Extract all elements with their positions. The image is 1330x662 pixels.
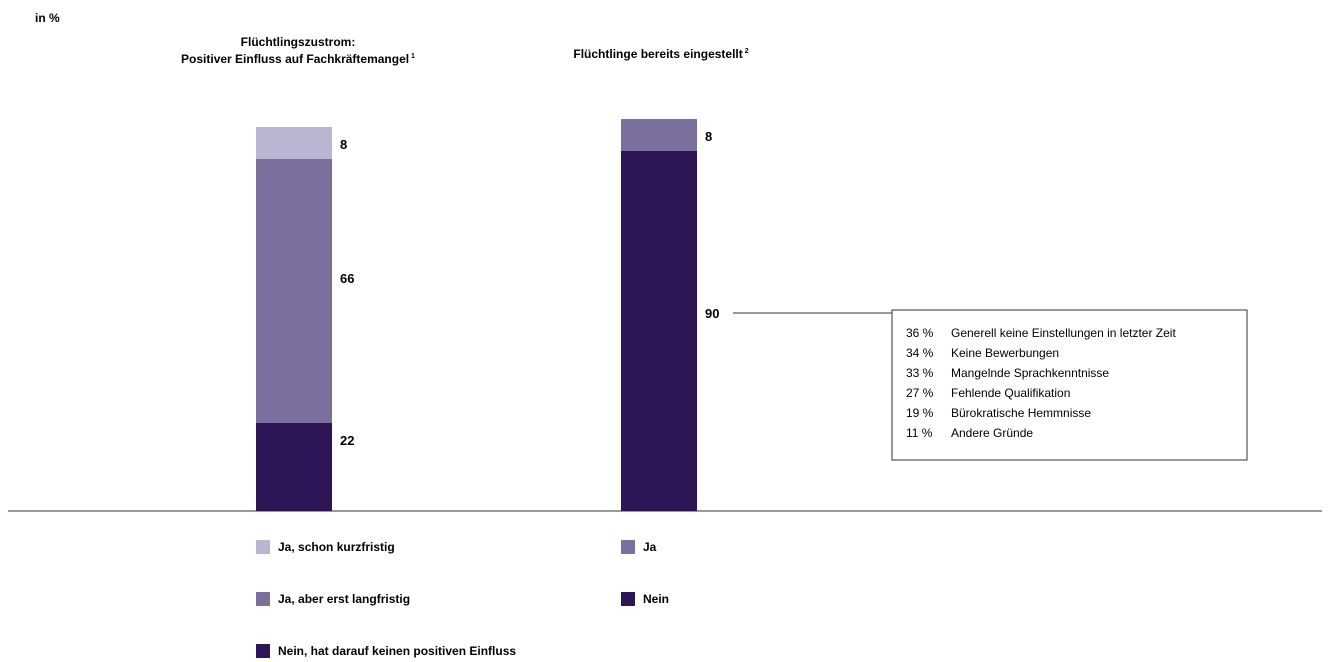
bar-segment-1-3 — [256, 127, 332, 159]
annotation-reason-4: Fehlende Qualifikation — [951, 386, 1070, 400]
legend-swatch-1-2 — [256, 592, 270, 606]
annotation-pct-4: 27 % — [906, 386, 934, 400]
annotation-pct-3: 33 % — [906, 366, 934, 380]
legend-label-1-1: Ja, schon kurzfristig — [278, 540, 395, 554]
annotation-box — [891, 309, 1248, 461]
bar-segment-1-1 — [256, 423, 332, 511]
legend-swatch-1-3 — [256, 644, 270, 658]
legend-label-2-2: Nein — [643, 592, 669, 606]
value-label-1-3: 8 — [340, 137, 347, 152]
chart-title-1-line-2: Positiver Einfluss auf Fachkräftemangel … — [181, 52, 415, 66]
chart-title-2-line-1: Flüchtlinge bereits eingestellt 2 — [573, 47, 748, 61]
legend-label-1-3: Nein, hat darauf keinen positiven Einflu… — [278, 644, 516, 658]
value-label-2-2: 8 — [705, 129, 712, 144]
value-label-1-2: 66 — [340, 271, 354, 286]
annotation-pct-1: 36 % — [906, 326, 934, 340]
legend-swatch-2-1 — [621, 540, 635, 554]
legend-label-2-1: Ja — [643, 540, 657, 554]
legend-label-1-2: Ja, aber erst langfristig — [278, 592, 410, 606]
annotation-reason-2: Keine Bewerbungen — [951, 346, 1059, 360]
annotation-reason-6: Andere Gründe — [951, 426, 1033, 440]
unit-label: in % — [35, 11, 60, 25]
chart-title-1-line-1: Flüchtlingszustrom: — [241, 35, 356, 49]
value-label-1-1: 22 — [340, 433, 354, 448]
legend-swatch-1-1 — [256, 540, 270, 554]
annotation-pct-2: 34 % — [906, 346, 934, 360]
bar-segment-1-2 — [256, 159, 332, 423]
annotation-reason-1: Generell keine Einstellungen in letzter … — [951, 326, 1176, 340]
bar-segment-2-2 — [621, 119, 697, 151]
value-label-2-1: 90 — [705, 306, 719, 321]
annotation-pct-5: 19 % — [906, 406, 934, 420]
annotation-pct-6: 11 % — [906, 426, 933, 440]
annotation-reason-3: Mangelnde Sprachkenntnisse — [951, 366, 1109, 380]
bar-segment-2-1 — [621, 151, 697, 511]
annotation-reason-5: Bürokratische Hemmnisse — [951, 406, 1091, 420]
legend-swatch-2-2 — [621, 592, 635, 606]
